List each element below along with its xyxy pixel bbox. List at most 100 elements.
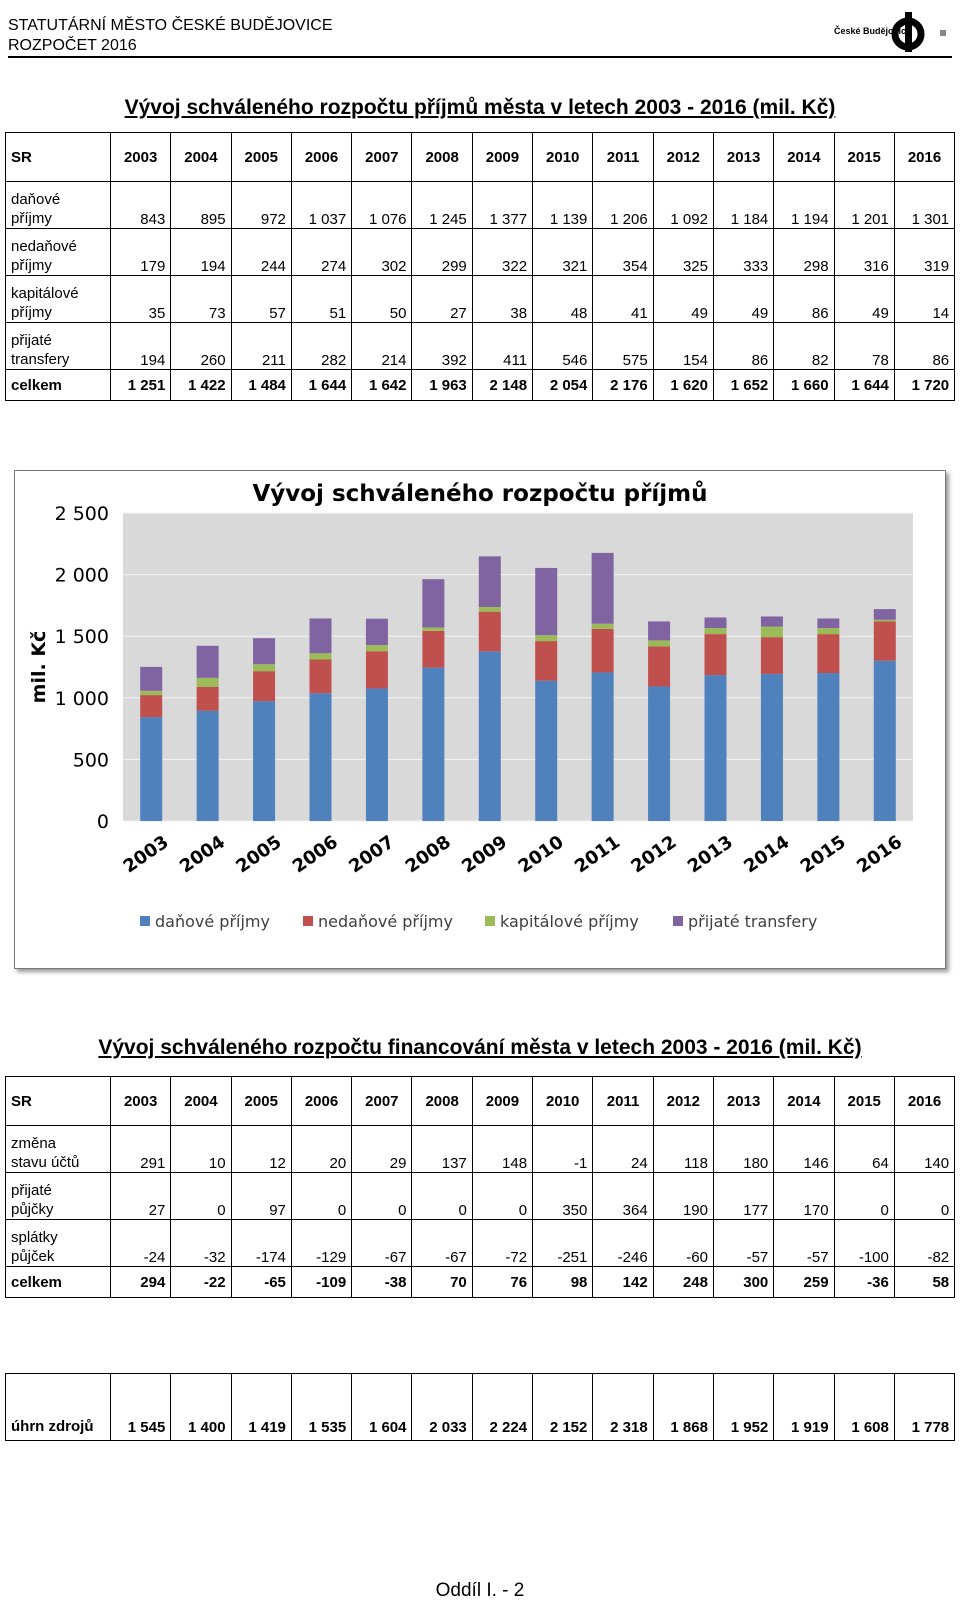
revenue-chart-svg: 0 500 1 000 1 500 2 000 2 500 Vývoj schválenéh… <box>28 480 913 931</box>
total-value-cell: 1 720 <box>893 369 956 401</box>
value-cell: 41 <box>592 275 654 323</box>
value-cell: 180 <box>712 1125 775 1173</box>
bar-segment <box>196 645 219 678</box>
value-cell: 190 <box>652 1172 714 1220</box>
total-value-cell: 70 <box>411 1266 473 1298</box>
y-tick-label: 0 <box>97 811 109 833</box>
total-value-cell: 1 251 <box>109 369 172 401</box>
header-row: SR 2003 2004 2005 2006 2007 2008 2009 2010 2011 20… <box>5 1076 956 1126</box>
y-axis-label: mil. Kč <box>28 631 50 704</box>
bar-segment <box>760 626 783 638</box>
value-cell: 24 <box>592 1125 654 1173</box>
total-value-cell: 1 484 <box>230 369 292 401</box>
x-tick-label: 2007 <box>345 832 398 878</box>
total-resources-value: 1 604 <box>351 1373 413 1441</box>
value-cell: 1 037 <box>290 181 353 229</box>
legend-entry: nedaňové příjmy <box>318 912 453 931</box>
year-header-cell: 2006 <box>290 132 353 182</box>
page-footer: Oddíl I. - 2 <box>435 1580 525 1601</box>
bar-segment <box>817 673 840 821</box>
year-header-cell: 2011 <box>592 132 654 182</box>
value-cell: 319 <box>893 228 956 276</box>
value-cell: 302 <box>351 228 413 276</box>
value-cell: -129 <box>290 1219 353 1267</box>
value-cell: 146 <box>773 1125 835 1173</box>
value-cell: 82 <box>773 322 835 370</box>
total-value-cell: 2 176 <box>592 369 654 401</box>
bar-segment <box>140 666 163 691</box>
row-label-line2: příjmy <box>11 257 52 274</box>
table-row: daňové příjmy 843 895 972 1 037 1 076 1 245 1 37… <box>5 181 956 229</box>
bar-segment <box>422 579 445 628</box>
bar-segment <box>365 651 388 689</box>
x-tick-label: 2005 <box>232 832 285 878</box>
value-cell: 14 <box>893 275 956 323</box>
year-header-cell: 2011 <box>592 1076 654 1126</box>
value-cell: 170 <box>773 1172 835 1220</box>
value-cell: 291 <box>109 1125 172 1173</box>
bar-segment <box>253 701 276 821</box>
chart-title: Vývoj schváleného rozpočtu příjmů <box>252 480 707 507</box>
row-label-cell: přijaté transfery <box>5 322 111 370</box>
value-cell: 0 <box>471 1172 534 1220</box>
bar-segment <box>196 686 219 711</box>
bar-segment <box>817 618 840 629</box>
value-cell: -67 <box>351 1219 413 1267</box>
total-resources-value: 1 608 <box>833 1373 895 1441</box>
year-header-cell: 2015 <box>833 132 895 182</box>
total-label-cell: celkem <box>5 369 111 401</box>
bar-segment <box>873 621 896 661</box>
year-header-cell: 2016 <box>893 132 956 182</box>
value-cell: 325 <box>652 228 714 276</box>
total-value-cell: 248 <box>652 1266 714 1298</box>
value-cell: -1 <box>532 1125 594 1173</box>
bar-segment <box>309 618 332 654</box>
value-cell: -251 <box>532 1219 594 1267</box>
header-label-cell: SR <box>5 1076 111 1126</box>
header-row: SR 2003 2004 2005 2006 2007 2008 2009 2010 2011 20… <box>5 132 956 182</box>
bar-segment <box>140 695 163 718</box>
plot-area <box>123 513 913 821</box>
bar-segment <box>535 567 558 636</box>
bar-segment <box>535 680 558 821</box>
year-header-cell: 2016 <box>893 1076 956 1126</box>
row-label-cell: přijaté půjčky <box>5 1172 111 1220</box>
bar-segment <box>535 635 558 642</box>
total-resources-value: 2 224 <box>471 1373 534 1441</box>
legend-entry: daňové příjmy <box>155 912 270 931</box>
value-cell: 298 <box>773 228 835 276</box>
total-resources-value: 1 778 <box>893 1373 956 1441</box>
revenue-chart: 0 500 1 000 1 500 2 000 2 500 Vývoj schválenéh… <box>14 470 946 969</box>
value-cell: 244 <box>230 228 292 276</box>
value-cell: 86 <box>773 275 835 323</box>
value-cell: 972 <box>230 181 292 229</box>
value-cell: 148 <box>471 1125 534 1173</box>
x-tick-label: 2008 <box>402 832 455 878</box>
table-row: přijaté transfery 194 260 211 282 214 392 411 546… <box>5 322 956 370</box>
bar-segment <box>365 688 388 821</box>
bar-segment <box>309 659 332 694</box>
value-cell: 10 <box>170 1125 232 1173</box>
year-header-cell: 2003 <box>109 132 172 182</box>
bar-segment <box>196 710 219 821</box>
row-label-cell: změna stavu účtů <box>5 1125 111 1173</box>
bar-segment <box>704 634 727 676</box>
total-value-cell: 2 054 <box>532 369 594 401</box>
bar-segment <box>365 618 388 646</box>
bar-segment <box>648 686 671 821</box>
row-label-line1: nedaňové <box>11 238 77 255</box>
value-cell: 140 <box>893 1125 956 1173</box>
row-label-cell: daňové příjmy <box>5 181 111 229</box>
total-value-cell: 1 620 <box>652 369 714 401</box>
bar-segment <box>817 634 840 674</box>
bar-segment <box>648 646 671 687</box>
value-cell: 1 194 <box>773 181 835 229</box>
bar-segment <box>873 609 896 620</box>
year-header-cell: 2004 <box>170 132 232 182</box>
header-label-cell: SR <box>5 132 111 182</box>
value-cell: 1 377 <box>471 181 534 229</box>
value-cell: 546 <box>532 322 594 370</box>
year-header-cell: 2009 <box>471 132 534 182</box>
total-resources-value: 2 318 <box>592 1373 654 1441</box>
bar-segment <box>253 671 276 702</box>
